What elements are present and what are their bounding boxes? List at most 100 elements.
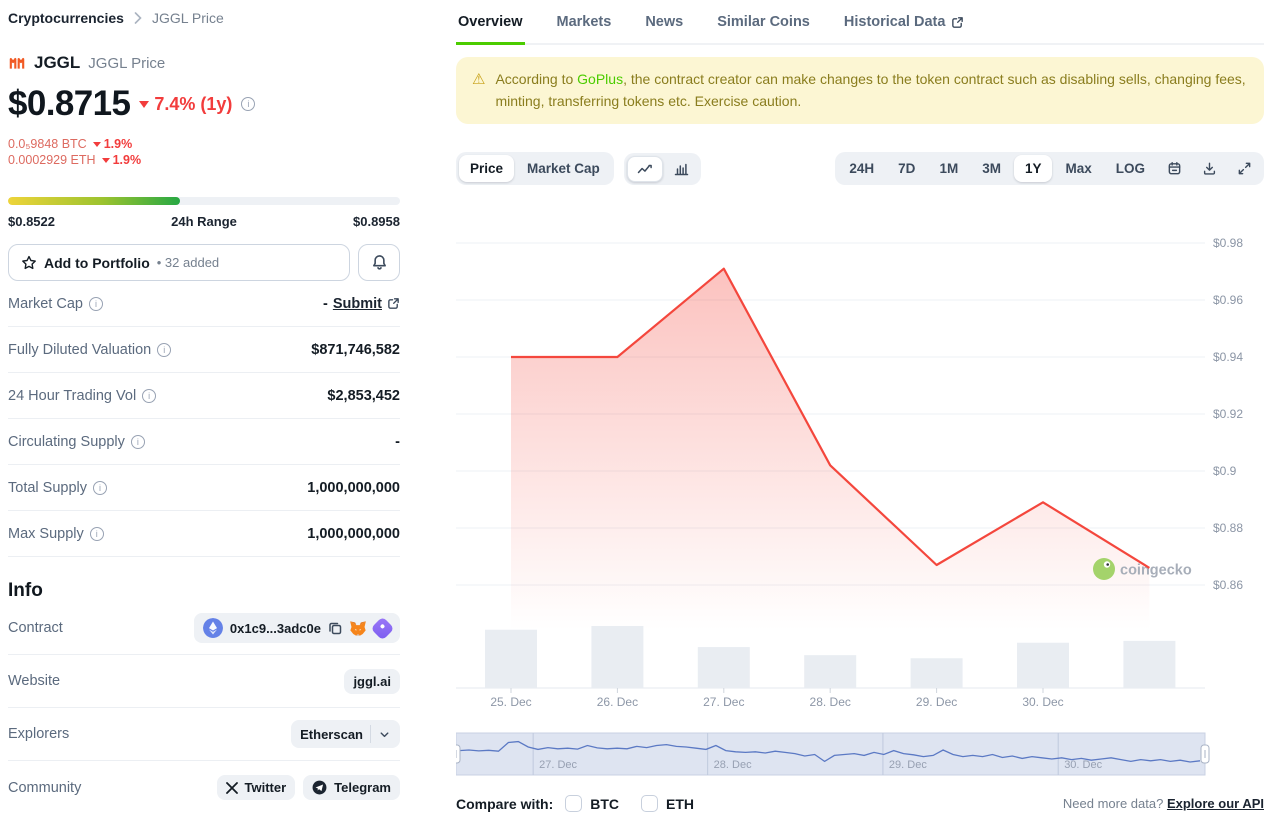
x-twitter-icon xyxy=(225,781,238,794)
svg-text:28. Dec: 28. Dec xyxy=(810,695,851,709)
range-high: $0.8958 xyxy=(353,214,400,230)
range-title: 24h Range xyxy=(171,214,237,230)
star-icon xyxy=(22,255,36,269)
phantom-wallet-icon[interactable] xyxy=(370,616,395,641)
coin-header: JGGL JGGL Price xyxy=(8,53,400,73)
stat-row-volume: 24 Hour Trading Vol $2,853,452 xyxy=(8,373,400,420)
price-row: $0.8715 7.4% (1y) xyxy=(8,84,400,124)
info-label: Community xyxy=(8,779,82,796)
tab-markets[interactable]: Markets xyxy=(556,14,612,30)
twitter-pill[interactable]: Twitter xyxy=(216,775,296,801)
fullscreen-button[interactable] xyxy=(1228,156,1261,181)
svg-text:$0.9: $0.9 xyxy=(1213,464,1237,478)
stat-row-circulating: Circulating Supply - xyxy=(8,419,400,466)
stat-row-max-supply: Max Supply 1,000,000,000 xyxy=(8,511,400,558)
explorer-pill[interactable]: Etherscan xyxy=(291,720,400,749)
svg-text:27. Dec: 27. Dec xyxy=(703,695,744,709)
chevron-right-icon xyxy=(134,12,142,24)
copy-icon[interactable] xyxy=(328,621,342,635)
navigator-handle[interactable] xyxy=(1200,744,1210,764)
ethereum-icon xyxy=(202,618,223,639)
date-picker-button[interactable] xyxy=(1158,156,1191,181)
download-button[interactable] xyxy=(1193,156,1226,181)
price-chart[interactable]: $0.98 $0.96 $0.94 $0.92 $0.9 $0.88 $0.86 coinge… xyxy=(456,200,1266,780)
stat-value: $2,853,452 xyxy=(327,387,400,404)
svg-text:$0.92: $0.92 xyxy=(1213,407,1243,421)
alert-bell-button[interactable] xyxy=(358,244,400,282)
line-chart-button[interactable] xyxy=(626,155,663,182)
twitter-label: Twitter xyxy=(244,780,287,796)
eth-checkbox[interactable] xyxy=(641,795,659,812)
svg-text:30. Dec: 30. Dec xyxy=(1064,759,1102,771)
range-max-button[interactable]: Max xyxy=(1054,155,1102,182)
price-toggle-button[interactable]: Price xyxy=(459,155,515,182)
metamask-icon[interactable] xyxy=(349,620,367,637)
navigator-handle[interactable] xyxy=(456,744,461,764)
add-to-portfolio-label: Add to Portfolio xyxy=(44,254,150,271)
portfolio-added-count: • 32 added xyxy=(156,255,220,271)
btc-label: BTC xyxy=(590,795,620,812)
price-info-icon[interactable] xyxy=(241,97,256,111)
range-1m-button[interactable]: 1M xyxy=(928,155,969,182)
stat-value: 1,000,000,000 xyxy=(307,479,400,496)
chevron-down-icon[interactable] xyxy=(378,728,391,741)
range-7d-button[interactable]: 7D xyxy=(887,155,926,182)
price-change: 7.4% (1y) xyxy=(139,94,232,115)
explorer-selected[interactable]: Etherscan xyxy=(300,726,363,742)
compare-eth-option[interactable]: ETH xyxy=(641,795,694,812)
divider xyxy=(370,725,371,744)
stat-value: $871,746,582 xyxy=(311,341,400,358)
info-icon[interactable] xyxy=(142,388,157,403)
log-scale-button[interactable]: LOG xyxy=(1105,155,1156,182)
breadcrumb-root-link[interactable]: Cryptocurrencies xyxy=(8,10,124,26)
website-link-pill[interactable]: jggl.ai xyxy=(344,668,400,694)
price-change-value: 7.4% (1y) xyxy=(154,93,233,114)
info-icon[interactable] xyxy=(89,526,104,541)
explore-api-link[interactable]: Explore our API xyxy=(1166,796,1264,811)
tab-overview[interactable]: Overview xyxy=(456,10,525,45)
eth-label: ETH xyxy=(666,795,695,812)
warning-text: According to GoPlus, the contract creato… xyxy=(495,71,1246,109)
info-row-explorers: Explorers Etherscan xyxy=(8,708,400,762)
tab-similar-coins[interactable]: Similar Coins xyxy=(717,14,810,30)
info-row-community: Community Twitter Telegram xyxy=(8,761,400,814)
stat-label: Fully Diluted Valuation xyxy=(8,341,152,358)
external-link-icon xyxy=(952,16,964,28)
line-chart-icon xyxy=(637,164,652,173)
contract-address: 0x1c9...3adc0e xyxy=(229,620,321,636)
svg-text:coingecko: coingecko xyxy=(1120,563,1192,579)
chart-footer: Compare with: BTC ETH Need more data? Ex… xyxy=(456,795,1264,812)
market-cap-toggle-button[interactable]: Market Cap xyxy=(516,155,611,182)
svg-text:27. Dec: 27. Dec xyxy=(539,759,577,771)
range-3m-button[interactable]: 3M xyxy=(971,155,1012,182)
range-1y-button[interactable]: 1Y xyxy=(1013,155,1053,182)
external-link-icon xyxy=(388,298,399,310)
contract-pill[interactable]: 0x1c9...3adc0e xyxy=(193,613,400,644)
info-label: Contract xyxy=(8,620,63,637)
compare-btc-option[interactable]: BTC xyxy=(565,795,619,812)
stat-value: 1,000,000,000 xyxy=(307,525,400,542)
breadcrumb-current: JGGL Price xyxy=(151,10,224,26)
info-icon[interactable] xyxy=(130,434,145,449)
btc-change: 1.9% xyxy=(103,137,133,151)
submit-link[interactable]: Submit xyxy=(332,295,382,312)
tab-historical-data[interactable]: Historical Data xyxy=(842,10,967,45)
telegram-pill[interactable]: Telegram xyxy=(303,775,400,801)
svg-text:$0.96: $0.96 xyxy=(1213,293,1243,307)
bar-chart-icon xyxy=(674,163,689,175)
info-icon[interactable] xyxy=(88,296,103,311)
eth-value: 0.0002929 ETH xyxy=(8,152,96,167)
svg-text:$0.98: $0.98 xyxy=(1213,236,1243,250)
down-triangle-icon xyxy=(92,142,101,148)
btc-checkbox[interactable] xyxy=(565,795,583,812)
bell-icon xyxy=(372,255,386,270)
info-icon[interactable] xyxy=(157,342,172,357)
range-24h-button[interactable]: 24H xyxy=(838,155,885,182)
info-label: Explorers xyxy=(8,726,70,743)
tab-news[interactable]: News xyxy=(645,14,684,30)
info-icon[interactable] xyxy=(93,480,107,495)
stat-row-market-cap: Market Cap - Submit xyxy=(8,281,400,328)
goplus-link[interactable]: GoPlus xyxy=(577,71,624,87)
candle-chart-button[interactable] xyxy=(665,157,698,181)
add-to-portfolio-button[interactable]: Add to Portfolio • 32 added xyxy=(8,244,350,282)
